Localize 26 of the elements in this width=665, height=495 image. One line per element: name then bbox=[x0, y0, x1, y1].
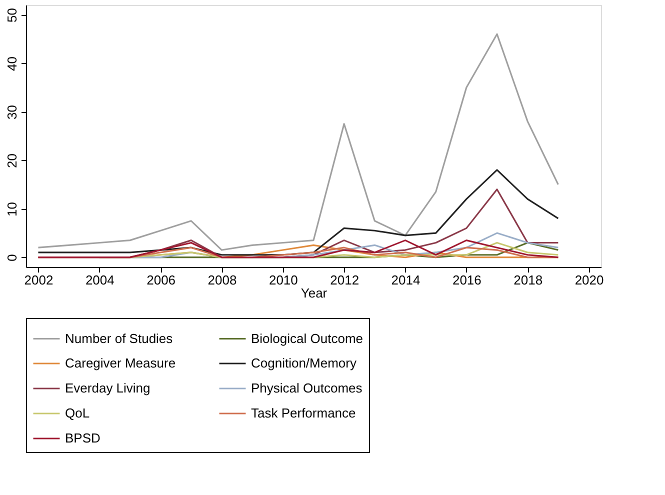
legend-label: Physical Outcomes bbox=[251, 380, 363, 396]
legend-label: Everday Living bbox=[65, 380, 150, 396]
x-tick-label: 2020 bbox=[574, 272, 604, 288]
y-tick-label: 30 bbox=[4, 105, 20, 120]
legend-label: Biological Outcome bbox=[251, 330, 363, 346]
x-tick-label: 2008 bbox=[208, 272, 237, 288]
y-tick-label: 10 bbox=[4, 202, 20, 217]
x-tick-label: 2018 bbox=[514, 272, 543, 288]
legend-label: Cognition/Memory bbox=[251, 356, 357, 370]
legend-label: Number of Studies bbox=[65, 330, 174, 346]
x-tick-label: 2014 bbox=[391, 272, 420, 288]
legend-label: Caregiver Measure bbox=[65, 356, 176, 370]
y-tick-label: 40 bbox=[4, 56, 20, 71]
legend-label: Task Performance bbox=[251, 406, 356, 420]
x-axis-title: Year bbox=[300, 286, 328, 300]
legend-label: QoL bbox=[65, 406, 90, 420]
x-tick-label: 2002 bbox=[24, 272, 54, 288]
x-tick-label: 2012 bbox=[330, 272, 360, 288]
x-tick-label: 2010 bbox=[268, 272, 298, 288]
legend-label: BPSD bbox=[65, 430, 100, 446]
y-tick-label: 50 bbox=[4, 8, 20, 22]
y-tick-label: 20 bbox=[4, 154, 20, 168]
y-tick-label: 0 bbox=[4, 254, 20, 262]
x-tick-label: 2016 bbox=[452, 272, 482, 288]
x-tick-label: 2006 bbox=[146, 272, 176, 288]
x-tick-label: 2004 bbox=[85, 272, 114, 288]
